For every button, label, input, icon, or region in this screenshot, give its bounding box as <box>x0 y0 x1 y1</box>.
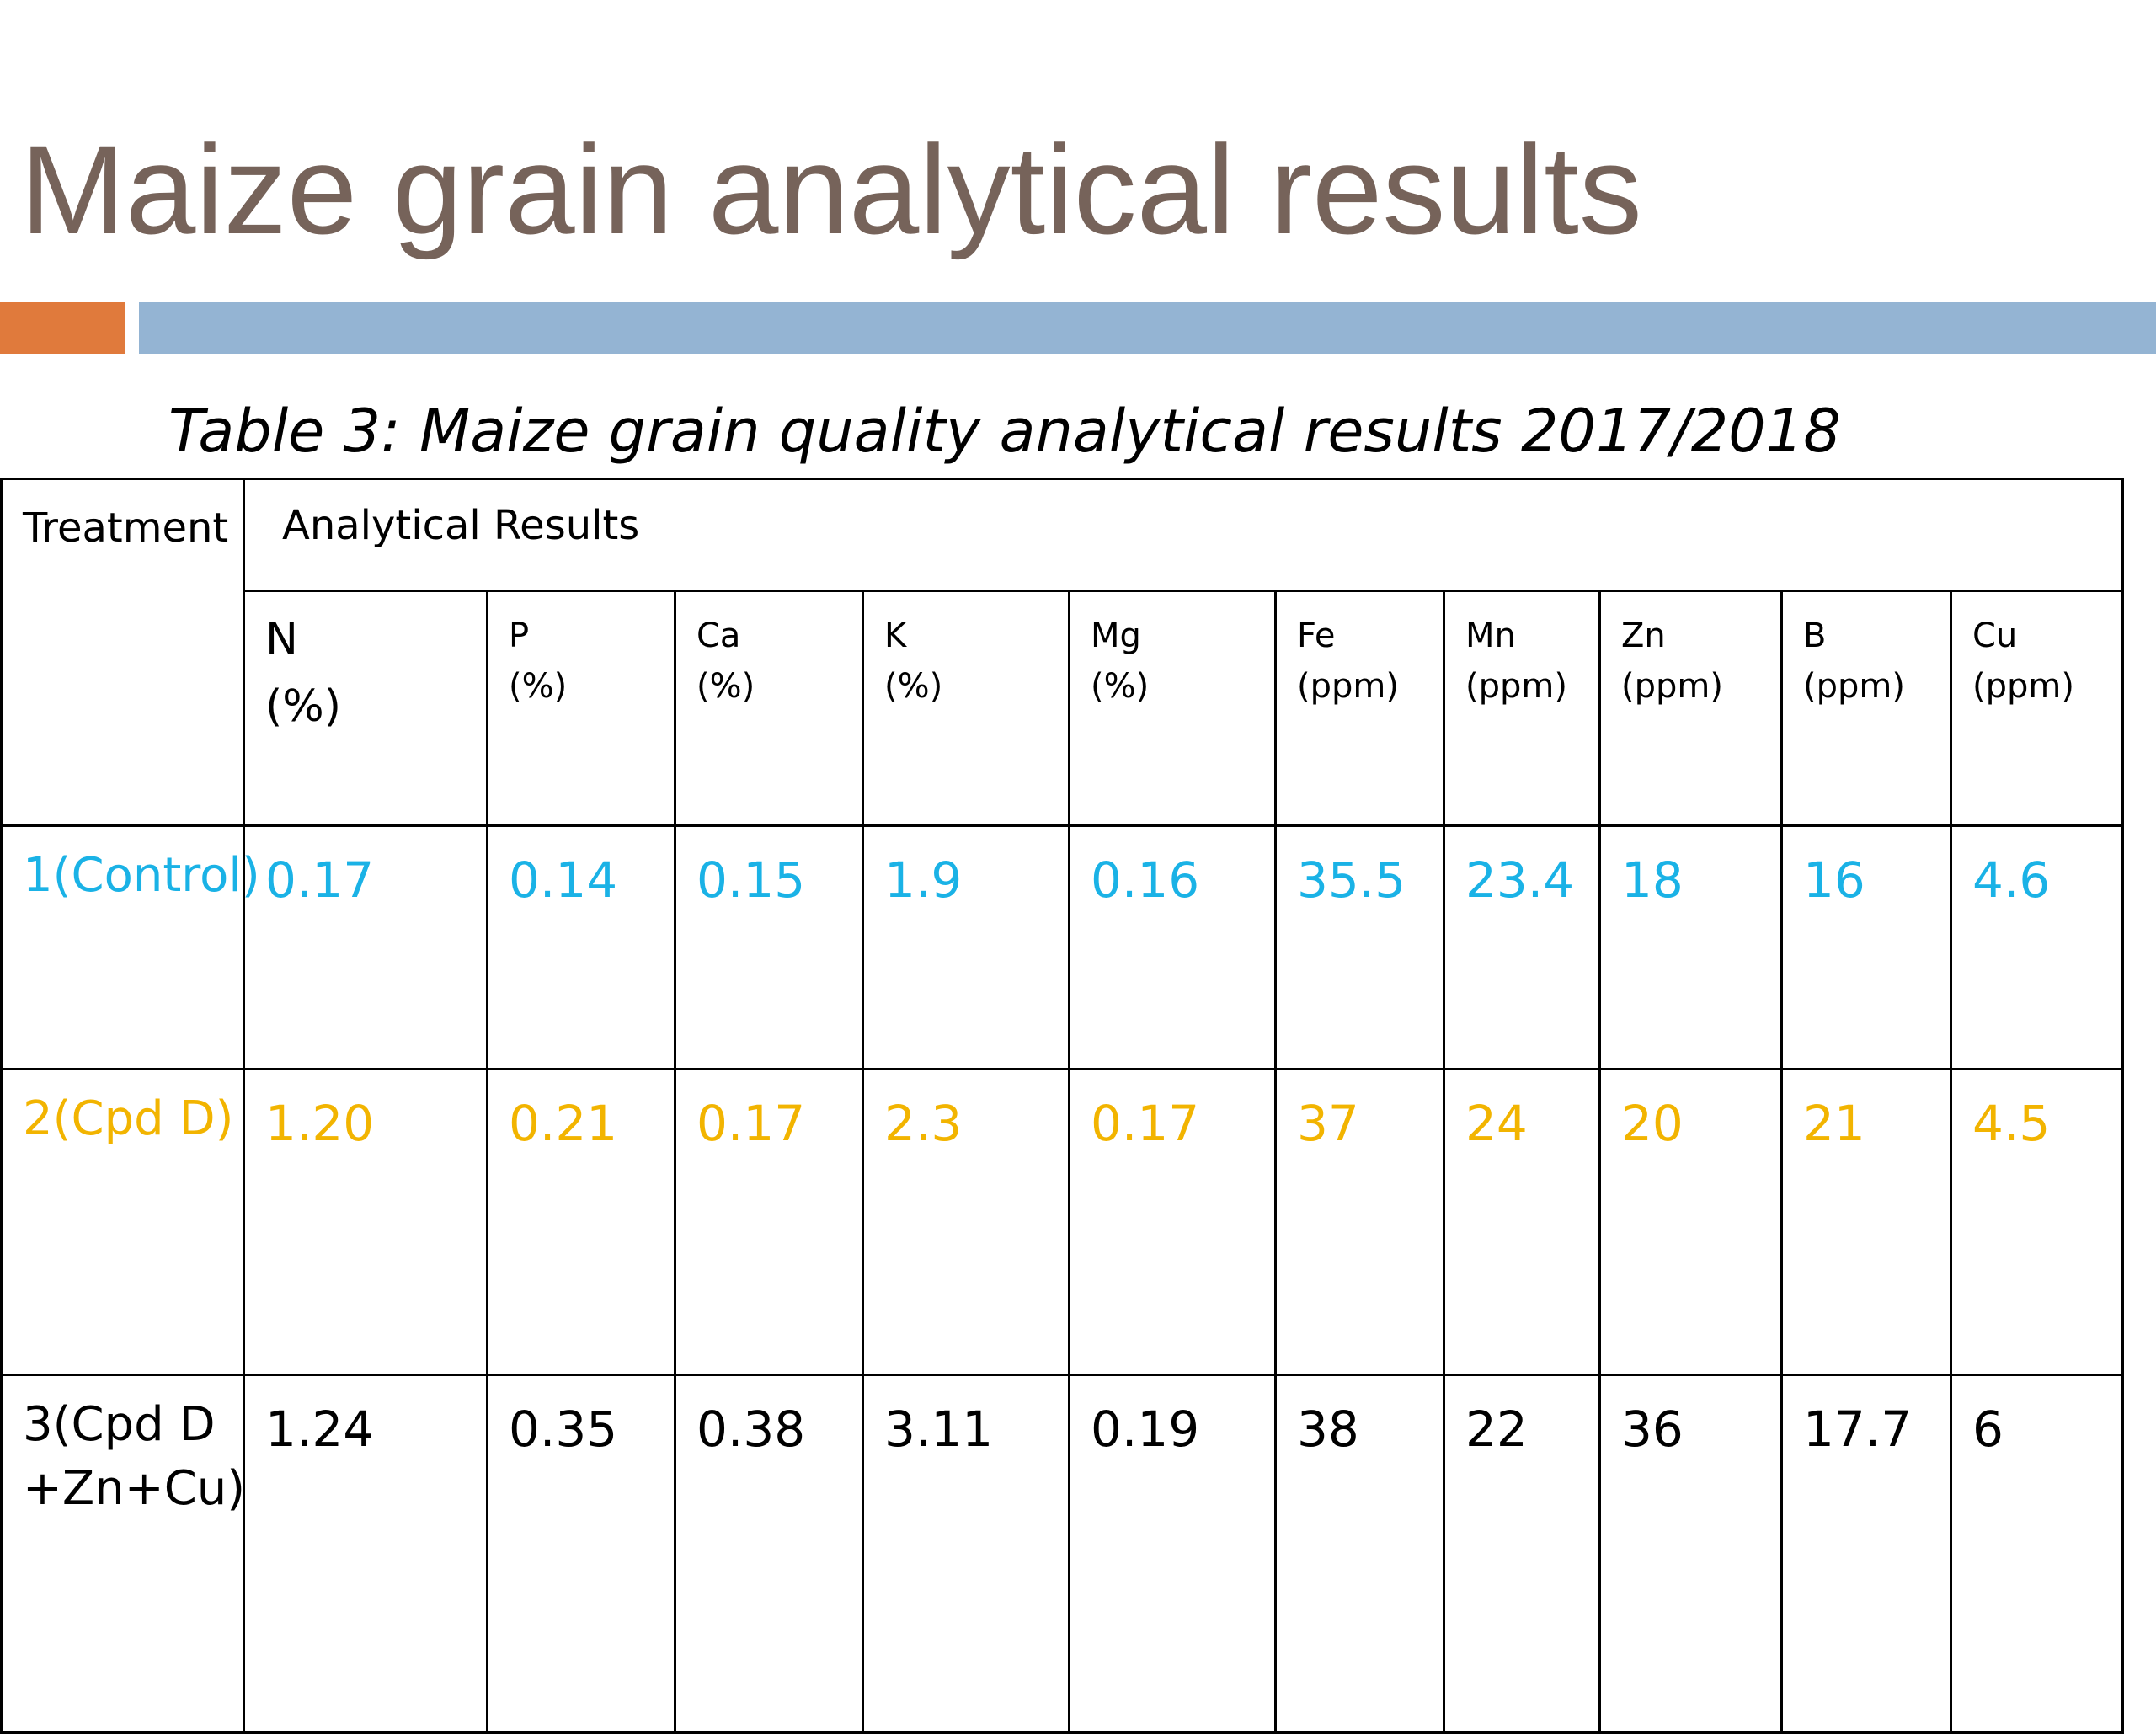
column-unit: (%) <box>509 667 568 706</box>
value-cell: 0.16 <box>1068 824 1277 1070</box>
column-header: P (%) <box>486 590 676 827</box>
column-unit: (%) <box>1091 667 1150 706</box>
column-unit: (%) <box>265 681 341 732</box>
column-name: Cu <box>1972 616 2018 655</box>
column-unit: (ppm) <box>1621 667 1723 706</box>
column-name: B <box>1803 616 1827 655</box>
column-name: Zn <box>1621 616 1666 655</box>
column-name: P <box>509 616 530 655</box>
value-cell: 0.17 <box>1068 1068 1277 1376</box>
column-name: Mn <box>1465 616 1516 655</box>
column-unit: (ppm) <box>1465 667 1567 706</box>
column-unit: (ppm) <box>1297 667 1399 706</box>
treatment-cell: 2(Cpd D) <box>0 1068 245 1376</box>
value-cell: 16 <box>1780 824 1952 1070</box>
column-name: N <box>265 614 298 664</box>
value-cell: 0.21 <box>486 1068 676 1376</box>
value-cell: 4.5 <box>1949 1068 2125 1376</box>
column-unit: (%) <box>696 667 755 706</box>
value-cell: 21 <box>1780 1068 1952 1376</box>
column-name: Fe <box>1297 616 1336 655</box>
value-cell: 0.17 <box>674 1068 864 1376</box>
value-cell: 35.5 <box>1274 824 1445 1070</box>
value-cell: 6 <box>1949 1374 2125 1734</box>
value-cell: 0.35 <box>486 1374 676 1734</box>
value-cell: 2.3 <box>862 1068 1070 1376</box>
treatment-cell: 1(Control) <box>0 824 260 1070</box>
value-cell: 0.19 <box>1068 1374 1277 1734</box>
column-name: Mg <box>1091 616 1141 655</box>
value-cell: 0.15 <box>674 824 864 1070</box>
column-unit: (ppm) <box>1972 667 2074 706</box>
table-row: 2(Cpd D) 1.20 0.21 0.17 2.3 0.17 37 24 2… <box>0 1068 2125 1376</box>
value-cell: 38 <box>1274 1374 1445 1734</box>
value-cell: 0.17 <box>243 824 488 1070</box>
column-header: B (ppm) <box>1780 590 1952 827</box>
value-cell: 24 <box>1443 1068 1601 1376</box>
column-unit: (%) <box>884 667 943 706</box>
value-cell: 22 <box>1443 1374 1601 1734</box>
value-cell: 17.7 <box>1780 1374 1952 1734</box>
column-name: K <box>884 616 907 655</box>
value-cell: 0.14 <box>486 824 676 1070</box>
column-name: Ca <box>696 616 741 655</box>
treatment-header: Treatment <box>0 478 245 827</box>
header-row-group: Treatment Analytical Results <box>0 478 2125 827</box>
value-cell: 1.20 <box>243 1068 488 1376</box>
column-header: Fe (ppm) <box>1274 590 1445 827</box>
slide-title: Maize grain analytical results <box>20 119 1642 260</box>
table-row: 1(Control) 0.17 0.14 0.15 1.9 0.16 35.5 … <box>0 824 2125 1070</box>
column-header: Cu (ppm) <box>1949 590 2125 827</box>
title-accent-bar-orange <box>0 302 125 354</box>
table-row: 3(Cpd D +Zn+Cu) 1.24 0.35 0.38 3.11 0.19… <box>0 1374 2125 1734</box>
results-table: Treatment Analytical Results N (%) P (%) C… <box>0 478 2125 1734</box>
table-caption: Table 3: Maize grain quality analytical … <box>168 397 1841 466</box>
analytical-results-header: Analytical Results <box>242 478 2125 592</box>
value-cell: 1.9 <box>862 824 1070 1070</box>
column-header: N (%) <box>243 590 488 827</box>
value-cell: 1.24 <box>243 1374 488 1734</box>
value-cell: 18 <box>1598 824 1783 1070</box>
column-header: Mg (%) <box>1068 590 1277 827</box>
value-cell: 23.4 <box>1443 824 1601 1070</box>
column-header: K (%) <box>862 590 1070 827</box>
value-cell: 36 <box>1598 1374 1783 1734</box>
treatment-cell: 3(Cpd D +Zn+Cu) <box>0 1374 245 1734</box>
value-cell: 4.6 <box>1949 824 2125 1070</box>
column-header: Ca (%) <box>674 590 864 827</box>
title-accent-bar-blue <box>139 302 2156 354</box>
value-cell: 0.38 <box>674 1374 864 1734</box>
column-header: Mn (ppm) <box>1443 590 1601 827</box>
value-cell: 37 <box>1274 1068 1445 1376</box>
column-unit: (ppm) <box>1803 667 1905 706</box>
value-cell: 20 <box>1598 1068 1783 1376</box>
header-row-columns: N (%) P (%) Ca (%) K (%) Mg (%) Fe (ppm) Mn (pp… <box>2 590 2125 827</box>
slide: Maize grain analytical results Table 3: … <box>0 119 2156 1734</box>
value-cell: 3.11 <box>862 1374 1070 1734</box>
column-header: Zn (ppm) <box>1598 590 1783 827</box>
